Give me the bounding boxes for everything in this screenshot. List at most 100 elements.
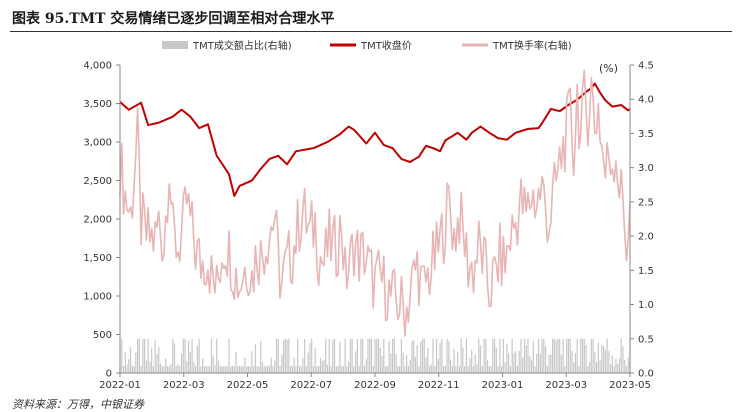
turnover-share-bar xyxy=(472,366,475,373)
turnover-share-bar xyxy=(536,353,538,373)
turnover-share-bar xyxy=(522,357,524,373)
turnover-share-bar xyxy=(474,354,476,373)
turnover-share-bar xyxy=(504,362,506,373)
turnover-share-bar xyxy=(576,338,578,373)
turnover-share-bar xyxy=(291,366,293,373)
turnover-share-bar xyxy=(611,355,614,373)
turnover-share-bar xyxy=(288,338,290,373)
turnover-share-bar xyxy=(534,366,536,373)
turnover-share-bar xyxy=(581,338,584,373)
turnover-share-bar xyxy=(444,366,446,373)
turnover-share-bar xyxy=(559,338,561,373)
turnover-share-bar xyxy=(307,352,309,373)
turnover-share-bar xyxy=(353,366,355,373)
turnover-share-bar xyxy=(588,361,591,373)
turnover-share-bar xyxy=(121,338,123,373)
turnover-share-bar xyxy=(233,366,235,373)
turnover-share-bar xyxy=(578,366,580,373)
turnover-share-bar xyxy=(323,360,325,373)
turnover-share-bar xyxy=(184,338,186,373)
x-tick-label: 2022-05 xyxy=(227,380,269,391)
turnover-share-bar xyxy=(126,364,128,373)
turnover-share-bar xyxy=(601,344,603,373)
turnover-share-bar xyxy=(409,359,411,373)
turnover-share-bar xyxy=(546,366,548,373)
turnover-share-bar xyxy=(421,338,424,373)
turnover-share-bar xyxy=(573,362,575,373)
turnover-share-bar xyxy=(615,358,617,373)
turnover-share-bar xyxy=(136,338,139,373)
turnover-share-bar xyxy=(282,340,285,373)
turnover-share-bar xyxy=(142,338,144,373)
left-tick-label: 3,000 xyxy=(83,138,112,149)
x-tick-label: 2022-09 xyxy=(354,380,396,391)
turnover-share-bar xyxy=(400,338,402,373)
turnover-share-bar xyxy=(530,359,533,373)
turnover-share-bar xyxy=(583,338,585,373)
turnover-share-bar xyxy=(435,338,438,373)
turnover-share-bar xyxy=(168,366,170,373)
legend-label: TMT成交额占比(右轴) xyxy=(192,39,292,52)
turnover-share-bar xyxy=(407,366,410,373)
turnover-share-bar xyxy=(138,338,140,373)
turnover-share-bar xyxy=(592,338,594,373)
turnover-share-bar xyxy=(552,338,554,373)
turnover-share-bar xyxy=(569,338,571,373)
turnover-share-bar xyxy=(501,366,503,373)
right-tick-label: 1.5 xyxy=(638,266,654,277)
turnover-share-bar xyxy=(131,366,133,373)
turnover-share-bar xyxy=(124,352,126,373)
turnover-share-bar xyxy=(406,355,408,373)
right-tick-label: 2.0 xyxy=(638,232,654,243)
turnover-share-bar xyxy=(231,366,234,373)
turnover-share-bar xyxy=(335,366,337,373)
x-tick-label: 2022-01 xyxy=(99,380,141,391)
turnover-share-bar xyxy=(597,342,599,373)
turnover-share-bar xyxy=(555,340,557,373)
turnover-share-bar xyxy=(200,366,202,373)
x-tick-label: 2023-01 xyxy=(482,380,524,391)
turnover-share-bar xyxy=(161,366,163,373)
turnover-share-bar xyxy=(224,366,227,373)
turnover-share-bar xyxy=(279,366,281,373)
legend-swatch-bar xyxy=(162,41,188,49)
turnover-share-bar xyxy=(448,341,450,373)
turnover-share-bar xyxy=(221,366,223,373)
turnover-share-bar xyxy=(460,338,462,373)
right-tick-label: 4.0 xyxy=(638,95,654,106)
turnover-share-bar xyxy=(490,366,492,373)
turnover-share-bar xyxy=(247,366,249,373)
turnover-share-bar xyxy=(316,366,318,373)
turnover-share-bar xyxy=(312,366,315,373)
turnover-share-bar xyxy=(249,366,251,373)
turnover-share-bar xyxy=(344,338,346,373)
turnover-share-bar xyxy=(458,366,461,373)
turnover-share-bar xyxy=(527,338,529,373)
turnover-share-bar xyxy=(608,351,610,373)
right-axis-unit-label: (%) xyxy=(599,62,618,75)
turnover-share-bar xyxy=(492,338,494,373)
turnover-share-bar xyxy=(196,345,198,373)
close-price-line xyxy=(119,82,631,197)
turnover-share-bar xyxy=(495,347,497,373)
turnover-share-bar xyxy=(485,338,487,373)
turnover-share-bar xyxy=(212,355,214,373)
turnover-share-bar xyxy=(441,338,443,373)
turnover-share-bar xyxy=(300,366,302,373)
legend: TMT成交额占比(右轴) TMT收盘价 TMT换手率(右轴) xyxy=(162,39,572,52)
turnover-share-bar xyxy=(564,366,566,373)
turnover-share-bar xyxy=(186,360,188,373)
turnover-share-bar xyxy=(254,344,257,373)
turnover-share-bar xyxy=(145,360,147,373)
turnover-share-bar xyxy=(369,338,371,373)
bar-layer xyxy=(119,338,631,373)
x-tick-label: 2022-11 xyxy=(418,380,460,391)
turnover-share-bar xyxy=(166,366,169,373)
source-note: 资料来源：万得，中银证券 xyxy=(12,398,144,411)
turnover-share-bar xyxy=(476,364,478,373)
turnover-share-bar xyxy=(159,363,162,373)
turnover-share-bar xyxy=(238,365,241,373)
turnover-share-bar xyxy=(318,366,320,373)
turnover-share-bar xyxy=(129,347,132,373)
axes-layer: 0 500 1,000 1,500 2,000 2,500 3,000 3,500 4,000 0… xyxy=(83,61,654,392)
